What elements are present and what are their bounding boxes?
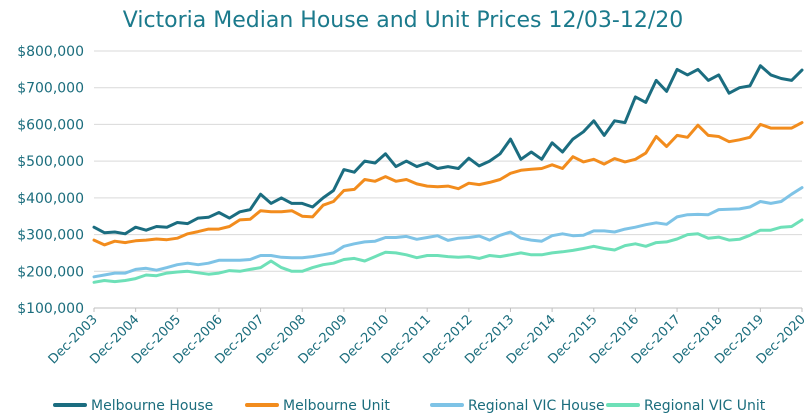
gridlines xyxy=(94,50,802,309)
x-axis-ticks: Dec-2003Dec-2004Dec-2005Dec-2006Dec-2007… xyxy=(46,308,807,367)
series-line-regional-vic-house xyxy=(92,186,804,279)
legend: Melbourne House Melbourne Unit Regional VI… xyxy=(53,398,766,414)
y-tick-label: $500,000 xyxy=(17,154,84,170)
series-lines xyxy=(92,64,804,284)
y-tick-label: $100,000 xyxy=(17,301,84,317)
series-line-melbourne-unit xyxy=(92,121,804,247)
y-tick-label: $700,000 xyxy=(17,81,84,97)
chart-title: Victoria Median House and Unit Prices 12… xyxy=(123,8,683,33)
legend-label: Melbourne Unit xyxy=(283,398,390,414)
y-tick-label: $400,000 xyxy=(17,191,84,207)
legend-label: Regional VIC House xyxy=(468,398,605,414)
series-line-regional-vic-unit xyxy=(92,218,804,284)
legend-label: Melbourne House xyxy=(91,398,213,414)
y-tick-label: $300,000 xyxy=(17,228,84,244)
y-axis-ticks: $100,000 $200,000 $300,000 $400,000 $500,000… xyxy=(17,44,84,317)
series-line-melbourne-house xyxy=(92,64,804,236)
y-tick-label: $800,000 xyxy=(17,44,84,60)
y-tick-label: $600,000 xyxy=(17,117,84,133)
y-tick-label: $200,000 xyxy=(17,264,84,280)
legend-label: Regional VIC Unit xyxy=(644,398,766,414)
